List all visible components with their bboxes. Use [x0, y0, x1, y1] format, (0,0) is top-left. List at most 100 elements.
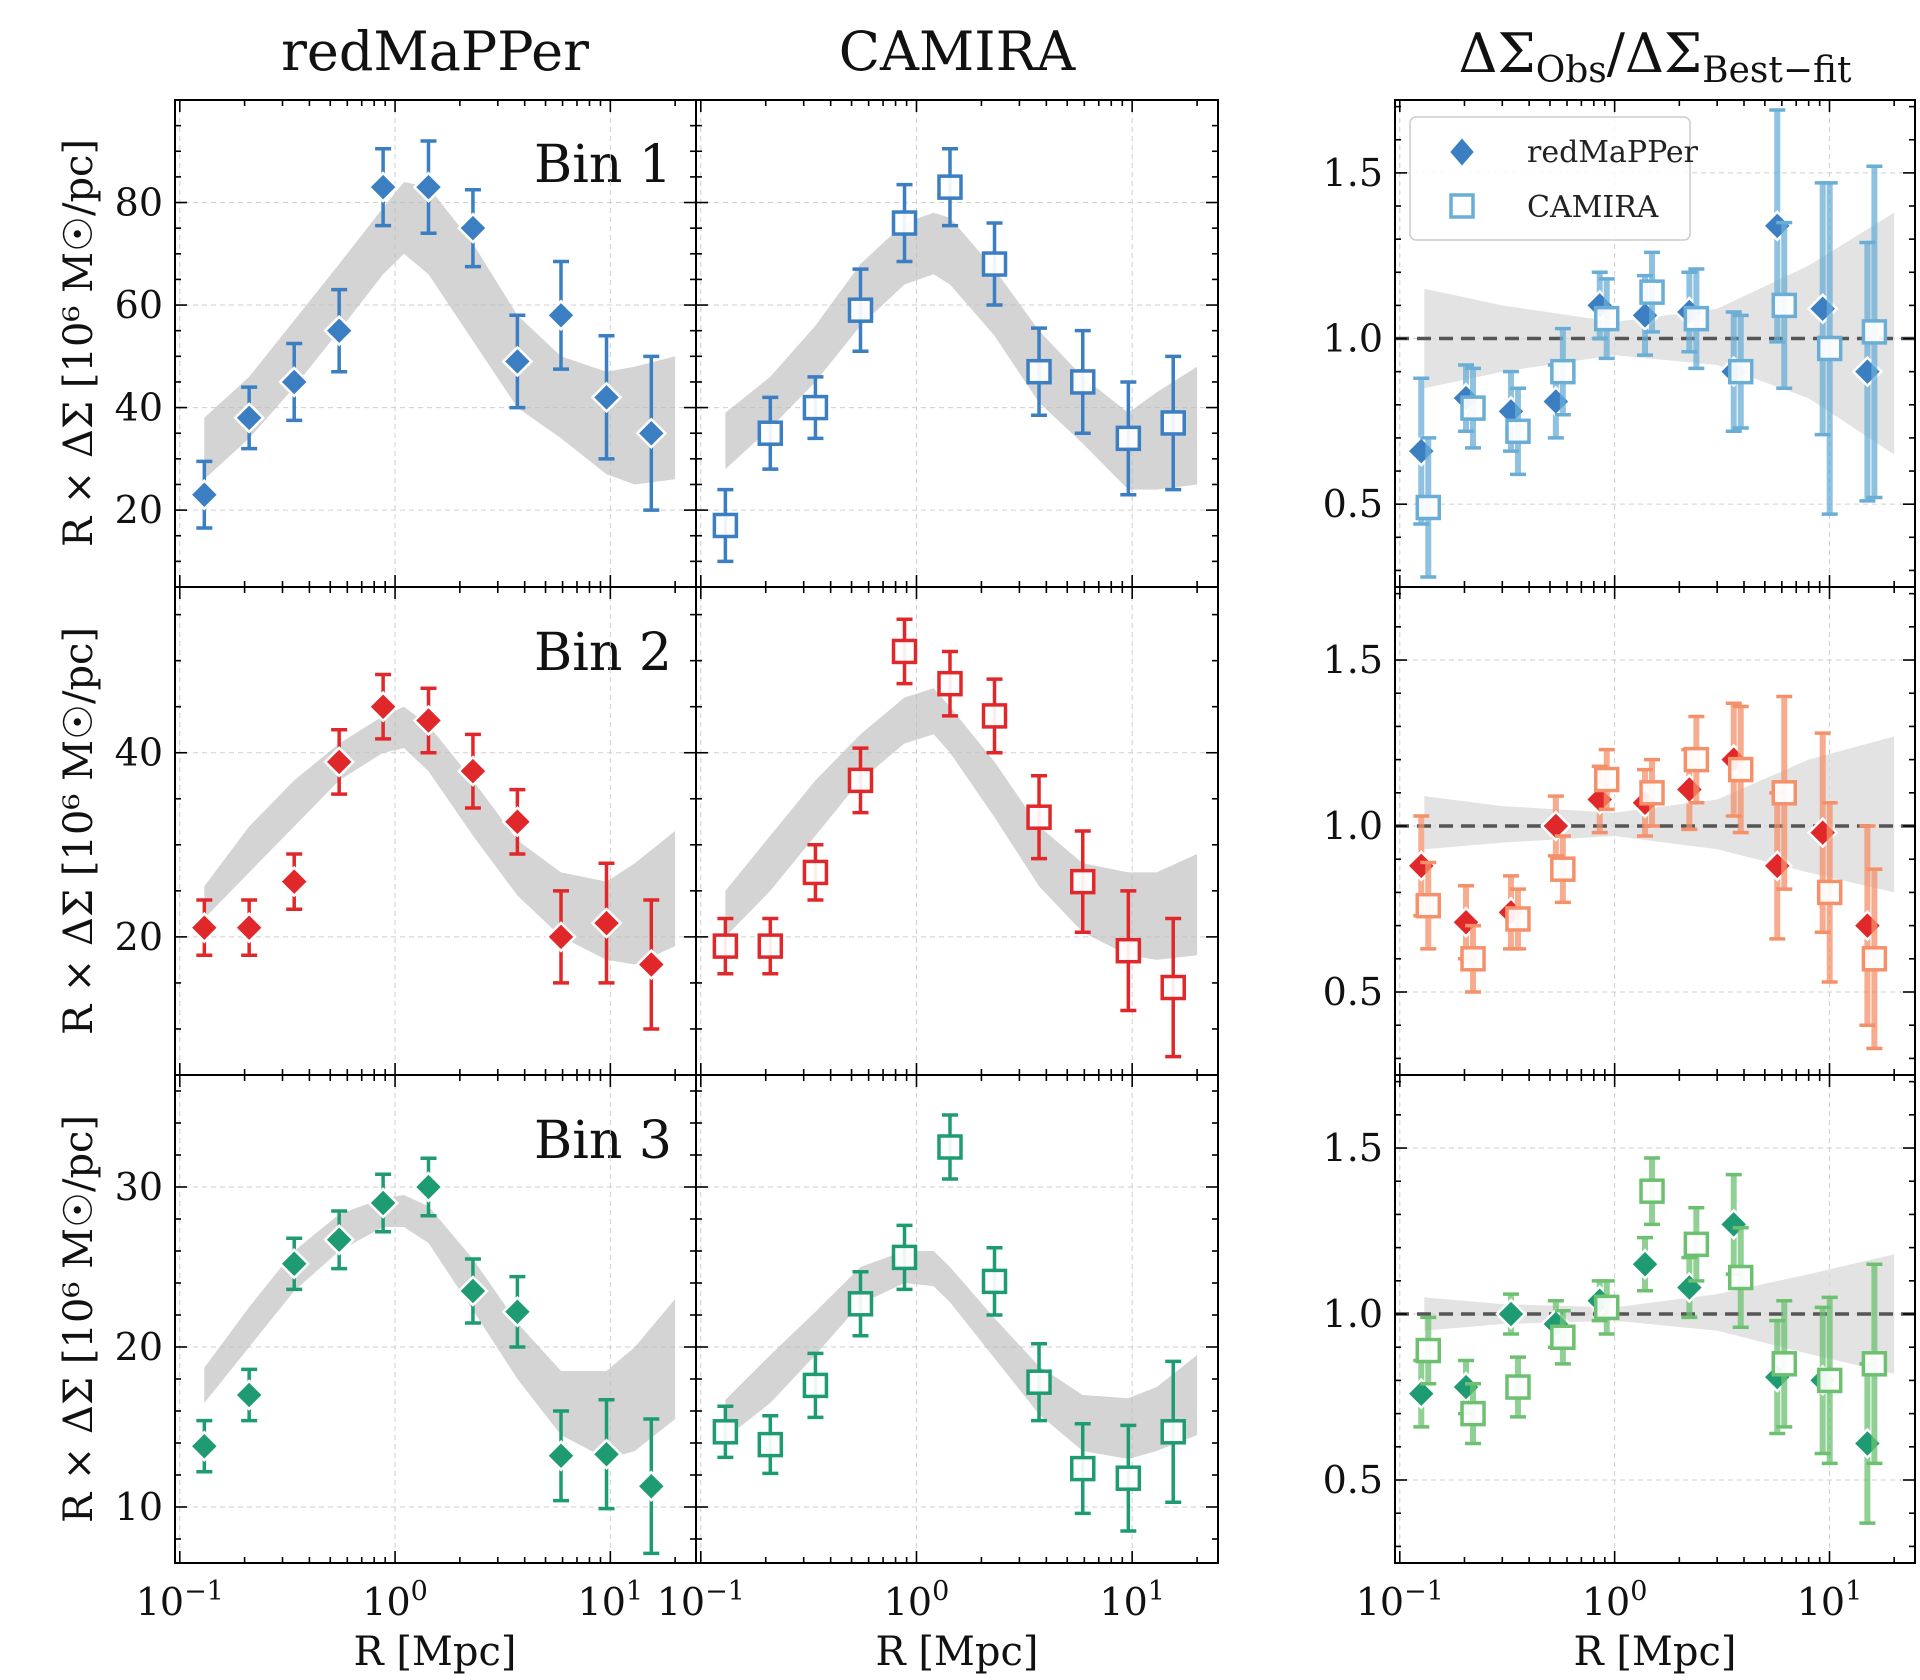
data-point — [1683, 267, 1710, 371]
square-marker — [1683, 1231, 1710, 1258]
plot-area — [696, 100, 1218, 587]
data-point — [981, 677, 1008, 755]
data-point — [501, 313, 534, 410]
data-point — [757, 916, 784, 976]
square-marker — [1639, 1178, 1665, 1204]
data-point — [457, 187, 489, 269]
square-marker — [1639, 780, 1665, 806]
model-band — [725, 688, 1198, 960]
square-marker — [937, 174, 963, 200]
x-tick-label: 10−1 — [657, 1576, 745, 1624]
diamond-marker — [233, 1379, 265, 1411]
plot-area — [696, 587, 1218, 1075]
data-point — [1727, 704, 1754, 835]
square-marker — [891, 1244, 918, 1271]
data-point — [937, 146, 963, 228]
square-marker — [1026, 358, 1052, 385]
square-marker — [712, 1419, 739, 1445]
data-point — [1160, 1359, 1186, 1504]
data-point — [1639, 1156, 1665, 1227]
square-marker — [757, 933, 784, 959]
data-point — [1026, 774, 1052, 861]
diamond-marker — [233, 402, 265, 434]
square-marker — [1861, 1351, 1888, 1377]
square-marker — [1415, 892, 1442, 919]
square-marker — [1771, 292, 1798, 319]
data-point — [1415, 1315, 1442, 1386]
diamond-marker — [590, 381, 623, 414]
data-point — [1069, 1422, 1096, 1516]
data-point — [323, 1209, 355, 1271]
data-point — [323, 727, 355, 796]
data-point — [1761, 791, 1794, 941]
data-point — [545, 1409, 577, 1503]
model-band — [204, 706, 676, 965]
legend: redMaPPer CAMIRA — [1409, 116, 1699, 241]
square-marker — [1505, 906, 1531, 932]
panel-bin2-camira — [695, 586, 1219, 1076]
model-band — [725, 1251, 1198, 1459]
data-point — [1069, 328, 1096, 435]
diamond-marker — [323, 314, 355, 347]
square-marker — [1115, 937, 1142, 964]
data-point — [1415, 860, 1442, 951]
panel-frame — [695, 99, 1219, 588]
data-point — [1861, 164, 1888, 500]
data-point — [367, 146, 399, 228]
diamond-marker — [501, 806, 534, 838]
panel-bin2-ratio: 0.5 1.0 1.5 — [1323, 586, 1916, 1076]
data-point — [891, 617, 918, 686]
y-tick-label: 20 — [115, 488, 163, 532]
square-marker — [981, 1268, 1008, 1295]
square-marker — [757, 1431, 784, 1458]
data-point — [1861, 1262, 1888, 1466]
x-tick-label: 101 — [1797, 1576, 1863, 1624]
data-point — [1717, 1172, 1750, 1276]
square-marker — [847, 297, 874, 323]
data-point — [712, 487, 739, 564]
data-point — [937, 649, 963, 718]
model-band — [204, 1195, 676, 1459]
panel-bin1-redmapper: 20 40 60 80 — [115, 99, 697, 588]
diamond-marker — [501, 1296, 534, 1328]
legend-box — [1409, 116, 1691, 241]
diamond-marker — [323, 1224, 355, 1256]
data-point — [1505, 1355, 1531, 1419]
square-marker — [712, 512, 739, 539]
data-point — [1415, 436, 1442, 579]
data-point — [1550, 1308, 1576, 1366]
data-point — [1550, 834, 1576, 905]
data-point — [635, 1417, 668, 1556]
square-marker — [1160, 1419, 1186, 1445]
data-point — [412, 139, 445, 236]
diamond-marker — [233, 911, 265, 944]
data-point — [367, 672, 399, 741]
y-tick-label: 40 — [115, 386, 163, 430]
data-point — [457, 1257, 489, 1325]
data-point — [635, 898, 668, 1031]
data-point — [501, 1274, 534, 1349]
data-point — [847, 267, 874, 353]
diamond-marker — [278, 366, 310, 398]
square-marker — [1460, 1400, 1486, 1427]
square-marker — [1639, 279, 1665, 305]
square-marker — [1593, 766, 1620, 793]
panel-bin1-ratio: 0.5 1.0 1.5 — [1323, 99, 1916, 588]
y-tick-label: 10 — [115, 1485, 163, 1529]
panel-bin3-redmapper: 10 20 30 10−1 100 101 — [115, 1074, 697, 1624]
model-band — [725, 212, 1198, 490]
square-marker — [1160, 974, 1186, 1001]
data-point — [1727, 313, 1754, 430]
square-marker — [847, 767, 874, 794]
y-tick-label: 20 — [115, 1325, 163, 1369]
data-point — [1816, 801, 1843, 984]
square-marker — [1771, 1351, 1798, 1377]
data-point — [1816, 181, 1843, 516]
data-point — [233, 385, 265, 451]
y-axis-label-row3: R × ΔΣ [10⁶ M☉/pc] — [56, 1115, 102, 1523]
diamond-marker — [412, 171, 445, 203]
diamond-marker — [367, 171, 399, 203]
data-point — [1460, 366, 1486, 450]
x-axis-label-ratio: R [Mpc] — [1573, 1629, 1736, 1675]
